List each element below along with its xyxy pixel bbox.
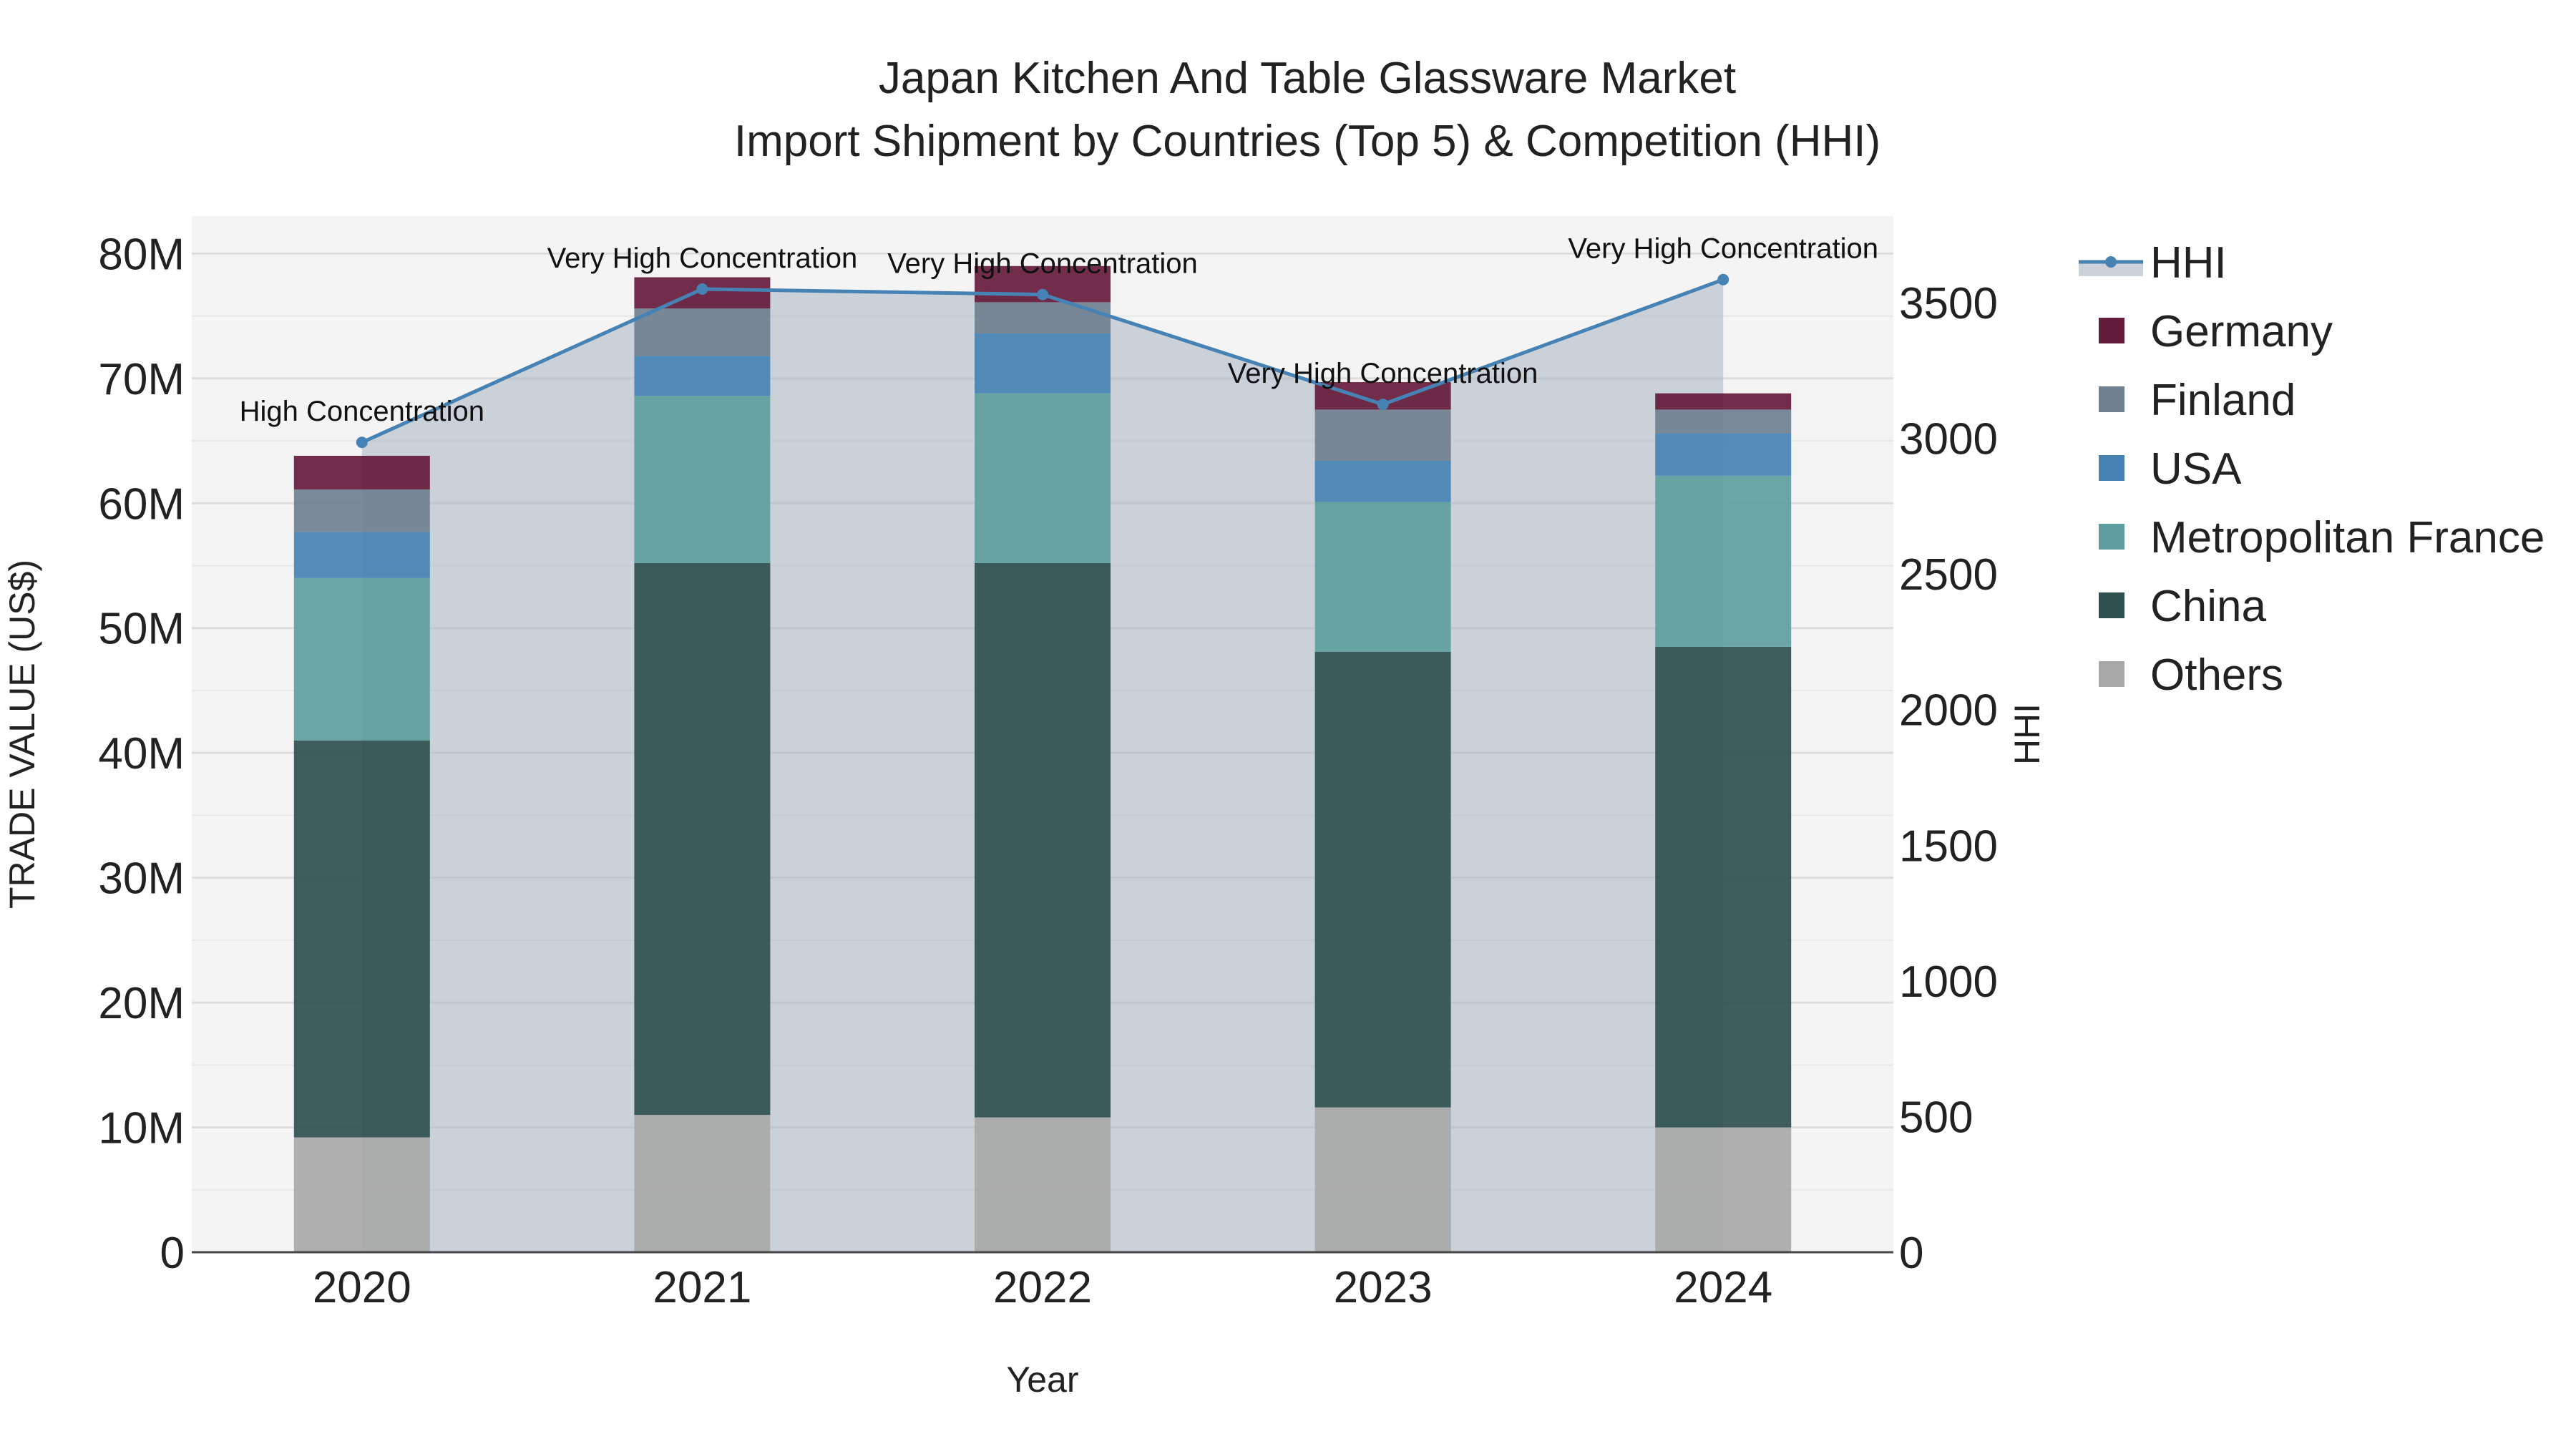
bar-metropolitan-france-2020	[293, 577, 430, 741]
hhi-line-layer	[356, 273, 1729, 449]
bar-others-2023	[1314, 1107, 1451, 1252]
y-axis-ticks: 0 10M 20M 30M 40M 50M 60M 70M 80M	[98, 230, 185, 1278]
legend-swatch-usa	[2099, 455, 2124, 481]
x-tick-label: 2021	[653, 1263, 751, 1312]
hhi-annotation-2021: Very High Concentration	[547, 243, 858, 274]
x-axis-label: Year	[1006, 1360, 1078, 1400]
bar-others-2024	[1655, 1127, 1792, 1252]
legend-swatch-metropolitan-france	[2099, 524, 2124, 550]
y-tick-label: 70M	[98, 355, 185, 404]
bar-usa-2021	[634, 356, 771, 396]
y-axis-label: TRADE VALUE (US$)	[2, 560, 42, 909]
bar-metropolitan-france-2022	[975, 393, 1111, 563]
bar-usa-2022	[975, 333, 1111, 394]
bar-metropolitan-france-2024	[1655, 475, 1792, 647]
bar-finland-2020	[293, 489, 430, 532]
bar-finland-2022	[975, 302, 1111, 333]
x-tick-label: 2024	[1674, 1263, 1772, 1312]
legend-label-usa: USA	[2150, 444, 2242, 494]
y-tick-label: 40M	[98, 729, 185, 779]
x-tick-label: 2023	[1334, 1263, 1433, 1312]
chart-title-line2: Import Shipment by Countries (Top 5) & C…	[734, 117, 1880, 166]
y-tick-label: 50M	[98, 605, 185, 654]
y2-tick-label: 1500	[1899, 821, 1998, 871]
y-tick-label: 10M	[98, 1104, 185, 1153]
hhi-point-2021	[696, 283, 708, 295]
y2-tick-label: 0	[1899, 1229, 1923, 1278]
hhi-annotation-2023: Very High Concentration	[1228, 358, 1538, 389]
bar-china-2024	[1655, 646, 1792, 1128]
y-tick-label: 20M	[98, 979, 185, 1028]
bar-others-2020	[293, 1137, 430, 1252]
hhi-point-2023	[1377, 399, 1389, 411]
bar-china-2021	[634, 562, 771, 1116]
legend-label-germany: Germany	[2150, 307, 2333, 356]
legend-label-hhi: HHI	[2150, 238, 2227, 288]
hhi-annotation-2020: High Concentration	[240, 396, 484, 427]
bar-germany-2020	[293, 455, 430, 490]
bar-china-2022	[975, 562, 1111, 1118]
chart-title-line1: Japan Kitchen And Table Glassware Market	[879, 54, 1736, 103]
bar-usa-2020	[293, 532, 430, 578]
legend-swatch-germany	[2099, 318, 2124, 343]
bar-china-2023	[1314, 651, 1451, 1108]
legend-swatch-finland	[2099, 386, 2124, 412]
legend: HHI Germany Finland USA Metropolitan France C…	[2079, 238, 2545, 700]
legend-label-finland: Finland	[2150, 376, 2296, 425]
y2-tick-label: 1000	[1899, 957, 1998, 1007]
hhi-annotation-2022: Very High Concentration	[887, 248, 1198, 280]
x-axis-ticks: 2020 2021 2022 2023 2024	[313, 1263, 1772, 1312]
bar-germany-2024	[1655, 393, 1792, 410]
bar-others-2021	[634, 1115, 771, 1252]
bars-layer	[293, 265, 1792, 1252]
y2-axis-ticks: 0 500 1000 1500 2000 2500 3000 3500	[1899, 279, 1998, 1278]
legend-label-china: China	[2150, 582, 2267, 631]
hhi-labels-layer: High Concentration Very High Concentratio…	[240, 233, 1878, 427]
y2-tick-label: 3500	[1899, 279, 1998, 328]
bar-finland-2021	[634, 308, 771, 356]
y2-tick-label: 2000	[1899, 686, 1998, 736]
bar-finland-2023	[1314, 409, 1451, 461]
bar-usa-2024	[1655, 433, 1792, 476]
y-tick-label: 30M	[98, 854, 185, 904]
hhi-point-2020	[356, 436, 368, 449]
y2-tick-label: 3000	[1899, 415, 1998, 464]
bar-usa-2023	[1314, 460, 1451, 502]
y-tick-label: 80M	[98, 230, 185, 279]
bar-finland-2024	[1655, 409, 1792, 434]
y-tick-label: 0	[160, 1229, 185, 1278]
legend-swatch-china	[2099, 592, 2124, 618]
bar-others-2022	[975, 1117, 1111, 1252]
y-tick-label: 60M	[98, 479, 185, 529]
y2-tick-label: 500	[1899, 1093, 1973, 1142]
legend-label-others: Others	[2150, 650, 2283, 700]
bar-china-2020	[293, 740, 430, 1138]
y2-axis-label: HHI	[2007, 703, 2047, 765]
hhi-annotation-2024: Very High Concentration	[1568, 233, 1878, 265]
hhi-point-2024	[1717, 273, 1729, 286]
x-tick-label: 2022	[993, 1263, 1092, 1312]
legend-swatch-hhi-area	[2079, 262, 2143, 276]
y2-tick-label: 2500	[1899, 550, 1998, 600]
bar-metropolitan-france-2021	[634, 396, 771, 563]
hhi-point-2022	[1037, 288, 1048, 301]
legend-swatch-hhi-marker	[2105, 256, 2117, 268]
x-tick-label: 2020	[313, 1263, 411, 1312]
bar-metropolitan-france-2023	[1314, 502, 1451, 652]
legend-label-metropolitan-france: Metropolitan France	[2150, 513, 2545, 562]
legend-swatch-others	[2099, 661, 2124, 687]
